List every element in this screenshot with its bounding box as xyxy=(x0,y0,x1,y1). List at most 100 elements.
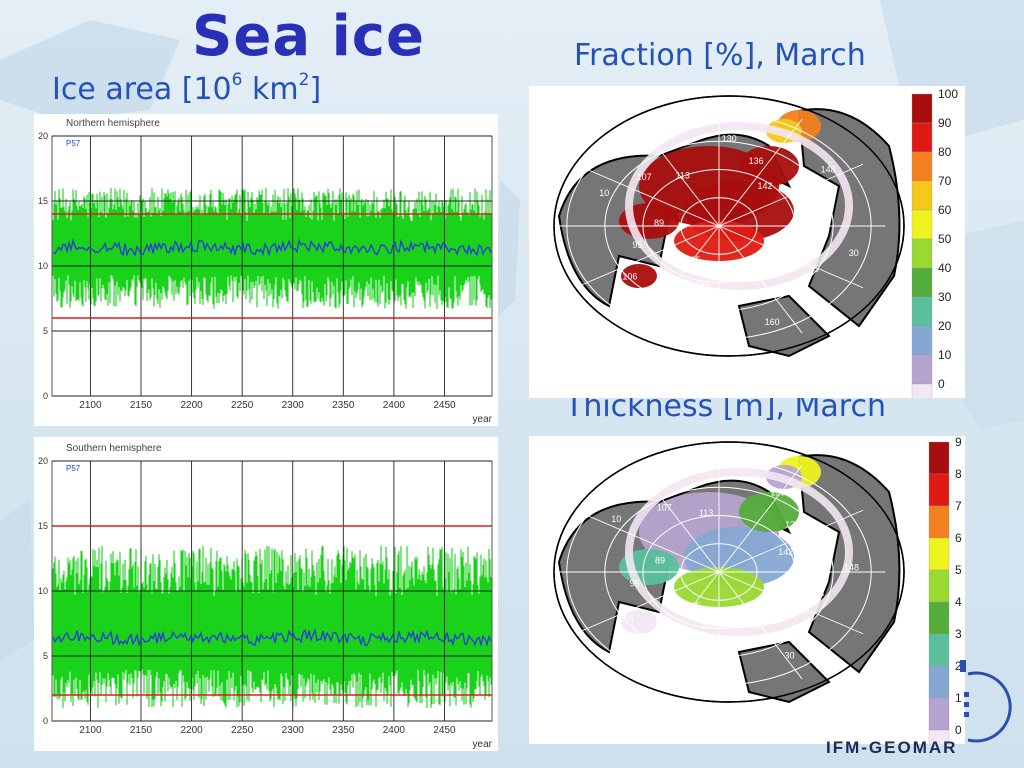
meridian-line xyxy=(718,225,864,289)
x-tick-label: 2450 xyxy=(433,725,456,736)
mean-series-line xyxy=(52,627,492,648)
fraction-polar-map: 105 106 95 89 10 107 113 124 130 136 142 148 24 118 30… xyxy=(552,87,958,414)
colorbar-cell xyxy=(928,633,950,667)
contour-label: 142 xyxy=(778,547,793,557)
y-tick-label: 15 xyxy=(38,196,48,206)
northern-hemisphere-chart: 0 5 10 15 20 2100 2150 2200 2250 2300 2350 2400 2450… xyxy=(38,118,493,425)
meridian-line xyxy=(718,571,864,635)
map-border xyxy=(553,441,905,703)
meridian-line xyxy=(718,118,803,227)
x-axis-label: year xyxy=(473,414,493,425)
x-tick-label: 2150 xyxy=(130,400,153,411)
contour-label: 124 xyxy=(678,119,693,129)
x-tick-label: 2350 xyxy=(332,725,355,736)
contour-label: 105 xyxy=(694,280,709,290)
contour-label: 130 xyxy=(722,134,737,144)
colorbar-cell xyxy=(928,601,950,635)
meridian-line xyxy=(635,464,720,573)
ice-region xyxy=(621,264,657,288)
colorbar-cell xyxy=(911,383,933,414)
contour-label: 24 xyxy=(814,589,824,599)
x-tick-label: 2450 xyxy=(433,400,456,411)
contour-label: 107 xyxy=(657,503,672,513)
meridian-line xyxy=(718,571,803,680)
fraction-heading: Fraction [%], March xyxy=(574,38,866,73)
ice-fringe xyxy=(625,122,853,290)
meridian-line xyxy=(718,163,864,227)
colorbar-cell xyxy=(928,473,950,507)
contour-label: 106 xyxy=(622,271,637,281)
colorbar-label: 40 xyxy=(938,261,952,275)
y-tick-label: 15 xyxy=(38,521,48,531)
colorbar-cell xyxy=(911,180,933,211)
colorbar-label: 100 xyxy=(938,87,958,101)
contour-label: 10 xyxy=(599,188,609,198)
meridian-line xyxy=(574,571,720,635)
colorbar-label: 0 xyxy=(938,377,945,391)
x-tick-label: 2250 xyxy=(231,400,254,411)
meridian-line xyxy=(574,509,720,573)
x-tick-label: 2100 xyxy=(79,725,102,736)
x-tick-label: 2250 xyxy=(231,725,254,736)
x-tick-label: 2350 xyxy=(332,400,355,411)
meridian-line xyxy=(718,509,864,573)
y-tick-label: 0 xyxy=(43,391,48,401)
colorbar-cell xyxy=(928,665,950,699)
southern-hemisphere-chart: 0 5 10 15 20 2100 2150 2200 2250 2300 2350 2400 2450… xyxy=(38,443,493,750)
contour-label: 142 xyxy=(758,181,773,191)
ice-region xyxy=(621,610,657,634)
colorbar-label: 5 xyxy=(955,563,962,577)
contour-label: 89 xyxy=(655,555,665,565)
colorbar-cell xyxy=(928,441,950,475)
colorbar-label: 0 xyxy=(955,723,962,737)
fraction-map-panel: 105 106 95 89 10 107 113 124 130 136 142 148 24 118 30… xyxy=(529,86,965,414)
colorbar-label: 90 xyxy=(938,116,952,130)
contour-label: 136 xyxy=(749,156,764,166)
y-tick-label: 10 xyxy=(38,586,48,596)
colorbar-label: 50 xyxy=(938,232,952,246)
y-tick-label: 20 xyxy=(38,456,48,466)
contour-label: 115 xyxy=(722,302,736,312)
colorbar-cell xyxy=(928,537,950,571)
contour-label: 154 xyxy=(768,265,783,275)
colorbar-label: 8 xyxy=(955,467,962,481)
y-tick-label: 5 xyxy=(43,651,48,661)
colorbar-label: 1 xyxy=(955,691,962,705)
colorbar-cell xyxy=(928,569,950,603)
contour-label: 106 xyxy=(618,613,633,623)
y-tick-label: 10 xyxy=(38,261,48,271)
ifm-geomar-logo-mark xyxy=(960,660,1012,743)
contour-label: 105 xyxy=(701,621,716,631)
contour-label: 95 xyxy=(632,240,642,250)
legend-label: P57 xyxy=(66,464,81,473)
thickness-polar-map: 1051069589101071131241301361421482411830… xyxy=(552,435,962,763)
ice-fringe xyxy=(625,468,853,636)
ice-area-heading: Ice area [106 km2] xyxy=(52,70,322,107)
colorbar-cell xyxy=(911,122,933,153)
colorbar-cell xyxy=(911,267,933,298)
colorbar-label: 10 xyxy=(938,348,952,362)
contour-label: 89 xyxy=(654,218,664,228)
contour-label: 148 xyxy=(844,562,859,572)
colorbar-label: 70 xyxy=(938,174,952,188)
contour-label: 118 xyxy=(774,598,788,608)
meridian-line xyxy=(718,225,803,334)
contour-label: 160 xyxy=(765,317,780,327)
colorbar-cell xyxy=(911,354,933,385)
southern-hemisphere-chart-panel: 0 5 10 15 20 2100 2150 2200 2250 2300 2350 2400 2450… xyxy=(34,437,498,751)
x-tick-label: 2200 xyxy=(180,725,203,736)
contour-label: 30 xyxy=(849,248,859,258)
chart-title: Northern hemisphere xyxy=(66,118,160,129)
colorbar-label: 7 xyxy=(955,499,962,513)
colorbar-label: 2 xyxy=(955,659,962,673)
contour-label: 105 xyxy=(685,601,700,611)
y-tick-label: 5 xyxy=(43,326,48,336)
colorbar-label: 3 xyxy=(955,627,962,641)
contour-label: 29 xyxy=(736,642,746,652)
contour-label: 130 xyxy=(770,488,785,498)
colorbar-label: 9 xyxy=(955,436,962,449)
meridian-line xyxy=(635,571,720,680)
x-tick-label: 2200 xyxy=(180,400,203,411)
contour-label: 95 xyxy=(630,578,640,588)
contour-label: 35 xyxy=(809,264,819,274)
